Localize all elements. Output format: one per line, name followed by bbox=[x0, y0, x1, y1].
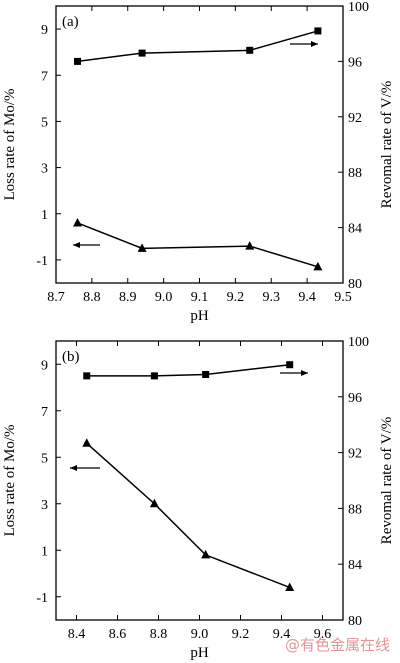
panel-a-point-triangle bbox=[137, 243, 147, 252]
panel-a-series-triangle-line bbox=[77, 222, 319, 268]
panel-a-x-tick-label: 8.7 bbox=[47, 290, 65, 305]
panel-b-x-tick-label: 8.6 bbox=[109, 627, 127, 642]
panel-a-yleft-tick-label: -1 bbox=[36, 254, 48, 269]
panel-a-point-triangle bbox=[313, 261, 323, 271]
panel-b-point-triangle bbox=[285, 582, 295, 591]
panel-b-yright-tick-label: 96 bbox=[348, 391, 362, 406]
panel-a-point-square bbox=[314, 27, 322, 35]
panel-a-yright-tick-label: 96 bbox=[348, 55, 362, 70]
panel-b-y-left-axis-label: Loss rate of Mo/% bbox=[2, 424, 18, 536]
panel-a-y-right-axis-label: Revomal rate of V/% bbox=[379, 81, 395, 209]
panel-a-yright-tick-label: 100 bbox=[348, 0, 369, 15]
panel-b-frame bbox=[55, 340, 344, 621]
panel-a-yright-tick-label: 88 bbox=[348, 166, 362, 181]
panel-a-x-tick-label: 9.1 bbox=[191, 290, 209, 305]
panel-b-x-tick-label: 9.2 bbox=[232, 627, 250, 642]
panel-b-yright-tick-label: 88 bbox=[348, 502, 362, 517]
panel-a-series-square-line bbox=[77, 30, 319, 63]
panel-a-y-left-axis-label: Loss rate of Mo/% bbox=[2, 88, 18, 200]
panel-a-yright-tick-label: 80 bbox=[348, 277, 362, 292]
panel-b-x-axis-label: pH bbox=[190, 645, 209, 661]
panel-b-x-tick-label: 8.8 bbox=[150, 627, 168, 642]
panel-b-left-axis-arrow-head bbox=[70, 465, 77, 471]
panel-a-x-tick-label: 9.3 bbox=[263, 290, 281, 305]
watermark: @有色金属在线 bbox=[284, 636, 390, 654]
panel-b-yleft-tick-label: -1 bbox=[36, 591, 48, 606]
panel-b-yleft-tick-label: 3 bbox=[41, 498, 48, 513]
panel-a-x-tick-label: 8.8 bbox=[83, 290, 101, 305]
panel-a-yleft-tick-label: 9 bbox=[41, 23, 48, 38]
panel-b-point-triangle bbox=[149, 498, 159, 508]
panel-a-x-tick-label: 9.0 bbox=[155, 290, 173, 305]
panel-a-right-axis-arrow-head bbox=[311, 41, 318, 47]
panel-a-yleft-tick-label: 7 bbox=[41, 69, 48, 84]
panel-a-left-axis-arrow-head bbox=[73, 242, 80, 248]
panel-a-label: (a) bbox=[62, 14, 79, 30]
panel-b-yleft-tick-label: 5 bbox=[41, 451, 48, 466]
panel-a-yleft-tick-label: 5 bbox=[41, 115, 48, 130]
panel-b-yright-tick-label: 92 bbox=[348, 447, 362, 462]
panel-a-point-triangle bbox=[245, 241, 255, 250]
panel-b-x-tick-label: 9.4 bbox=[273, 627, 291, 642]
panel-a-x-axis-label: pH bbox=[190, 308, 209, 324]
panel-b-x-tick-label: 8.4 bbox=[68, 627, 86, 642]
panel-b-point-square bbox=[83, 372, 91, 380]
panel-b-yleft-tick-label: 7 bbox=[41, 405, 48, 420]
panel-a-point-square bbox=[74, 57, 82, 65]
panel-b-point-triangle bbox=[82, 438, 92, 447]
panel-a-yright-tick-label: 84 bbox=[348, 222, 362, 237]
panel-b-point-square bbox=[202, 370, 210, 378]
panel-b-x-tick-label: 9.0 bbox=[191, 627, 209, 642]
panel-b-point-triangle bbox=[201, 549, 211, 559]
panel-b-yright-tick-label: 80 bbox=[348, 614, 362, 629]
panel-b-yright-tick-label: 100 bbox=[348, 335, 369, 350]
panel-b-yleft-tick-label: 9 bbox=[41, 358, 48, 373]
panel-b-label: (b) bbox=[62, 349, 80, 365]
panel-a-point-square bbox=[246, 46, 254, 54]
panel-a-x-tick-label: 9.4 bbox=[298, 290, 316, 305]
panel-a-point-square bbox=[138, 49, 146, 57]
panel-a-x-tick-label: 9.5 bbox=[334, 290, 352, 305]
panel-b-right-axis-arrow-head bbox=[301, 370, 308, 376]
panel-b-y-right-axis-label: Revomal rate of V/% bbox=[379, 417, 395, 545]
panel-b-point-square bbox=[150, 372, 158, 380]
panel-a-yleft-tick-label: 3 bbox=[41, 162, 48, 177]
panel-b-x-tick-label: 9.6 bbox=[314, 627, 332, 642]
panel-a-x-tick-label: 9.2 bbox=[227, 290, 245, 305]
panel-b-yright-tick-label: 84 bbox=[348, 558, 362, 573]
panel-a-point-triangle bbox=[73, 217, 83, 227]
panel-b-series-square-line bbox=[86, 363, 290, 377]
panel-b-point-square bbox=[286, 361, 294, 369]
panel-b-yleft-tick-label: 1 bbox=[41, 544, 48, 559]
panel-a-x-tick-label: 8.9 bbox=[119, 290, 137, 305]
panel-a-yleft-tick-label: 1 bbox=[41, 208, 48, 223]
panel-b-series-triangle-line bbox=[86, 442, 290, 589]
panel-a-yright-tick-label: 92 bbox=[348, 111, 362, 126]
panel-a-frame bbox=[55, 5, 344, 284]
